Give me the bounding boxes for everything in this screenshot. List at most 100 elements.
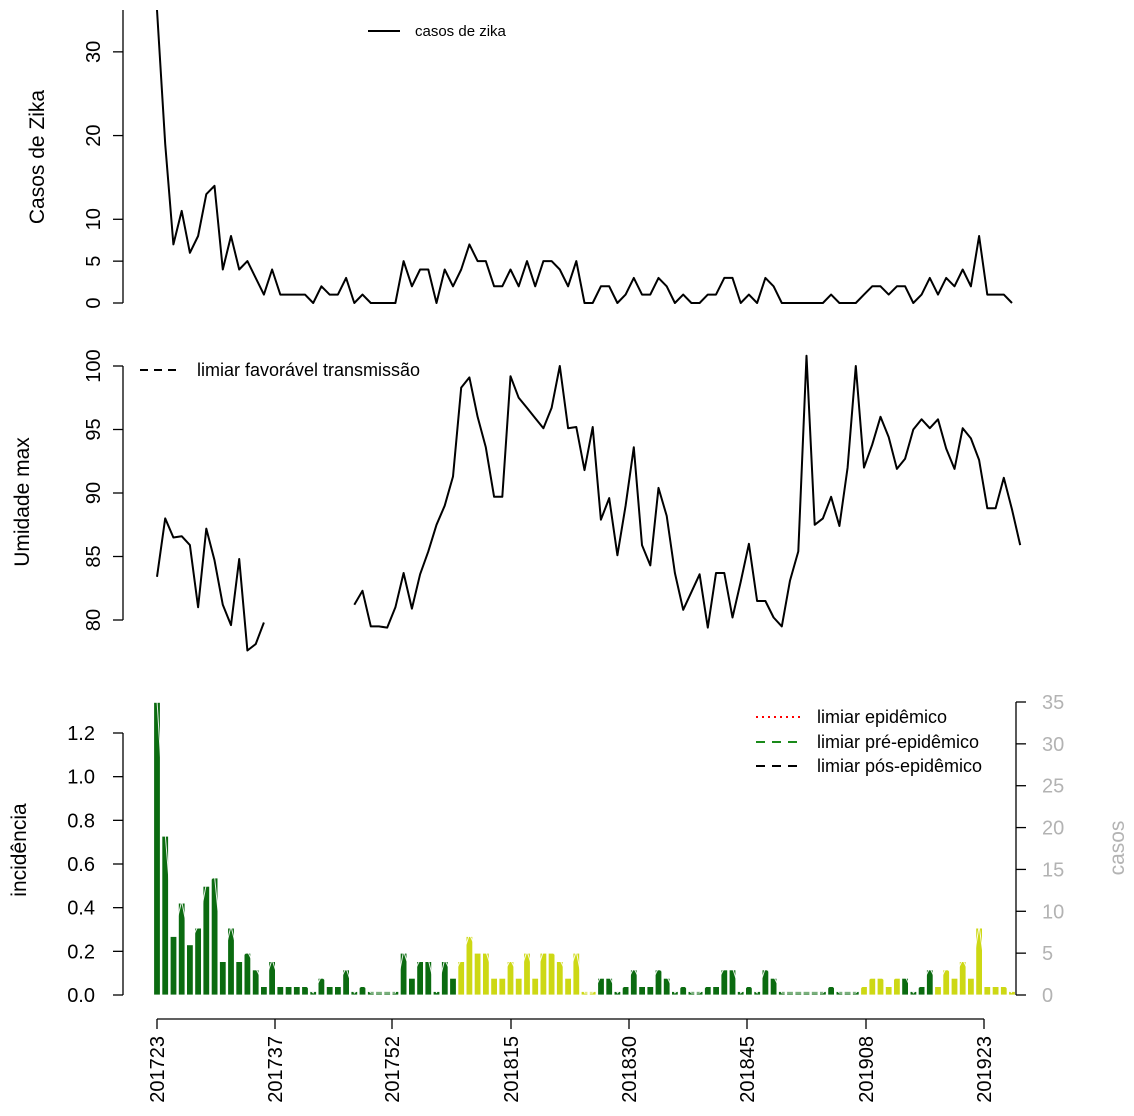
humidity-ylabel: Umidade max [11,437,34,567]
humidity-y-tick-label: 85 [83,545,105,567]
threshold-legend-pre: limiar pré-epidêmico [817,732,979,752]
incidence-bar [917,986,926,996]
week-x-tick-label: 201908 [856,1036,878,1103]
humidity-y-tick-label: 90 [83,482,105,504]
casos-y-tick-label: 30 [1042,734,1064,756]
zika-cases-ylabel: Casos de Zika [26,90,49,225]
humidity-plot [156,354,1022,652]
incidence-bar [169,936,178,996]
incidence-bar [597,977,605,996]
incidence-y-tick-label: 0.6 [67,854,95,876]
incidence-bar [950,977,959,996]
incidence-bar [177,902,186,996]
week-x-tick-label: 201830 [619,1036,641,1103]
incidence-y-tick-label: 0.2 [67,941,95,963]
incidence-bar [515,977,523,996]
incidence-bar [630,969,638,996]
humidity-y-tick-label: 95 [83,418,105,440]
week-x-tick-label: 201752 [382,1036,404,1103]
zika-cases-legend-label: casos de zika [415,23,507,40]
week-x-tick-label: 201815 [501,1036,523,1103]
incidence-bar [506,961,515,996]
incidence-bar [482,952,490,996]
zika-cases-y-tick-label: 30 [83,41,105,63]
incidence-bar [769,977,778,996]
incidence-bar [284,986,293,996]
incidence-y-tick-label: 0.0 [67,985,95,1007]
incidence-bar [268,961,276,996]
incidence-bar [301,986,309,996]
incidence-bar [728,969,737,996]
incidence-bar [991,986,1000,996]
humidity-line [353,354,1022,629]
incidence-bar [893,977,901,996]
incidence-bar [605,977,613,996]
incidence-bar [408,977,416,996]
humidity-y-tick-label: 80 [83,609,105,631]
incidence-y-tick-label: 1.2 [67,723,95,745]
incidence-bar [761,969,770,996]
incidence-bar [547,952,556,996]
incidence-bar [473,952,482,996]
incidence-bar [424,961,432,996]
incidence-bar [934,986,942,996]
incidence-y-tick-label: 1.0 [67,767,95,789]
humidity-panel: Umidade max 80 85 90 95 100 limiar favorável… [11,349,1022,652]
casos-right-ylabel: casos [1106,821,1129,876]
incidence-y-axis: 0.0 0.2 0.4 0.6 0.8 1.0 1.2 [67,723,124,1007]
zika-cases-y-tick-label: 20 [83,124,105,146]
zika-cases-y-tick-label: 10 [83,208,105,230]
incidence-bar [704,986,712,996]
incidence-bar [1000,986,1008,996]
zika-cases-panel: Casos de Zika 0 5 10 20 30 casos de zika [26,9,1013,309]
incidence-bar [556,961,564,996]
zika-cases-y-tick-label: 0 [83,297,105,308]
incidence-bar [679,986,687,996]
incidence-bar [638,986,646,996]
zika-cases-y-tick-label: 5 [83,256,105,267]
threshold-legend-post: limiar pós-epidêmico [817,756,982,776]
casos-y-tick-label: 0 [1042,985,1053,1007]
incidence-bars [153,700,1016,996]
incidence-bar [539,952,548,996]
incidence-bar [441,961,449,996]
incidence-bar [827,986,835,996]
incidence-bar [967,977,975,996]
incidence-bar [498,977,506,996]
incidence-bar [490,977,498,996]
week-x-axis: 201723 201737 201752 201815 201830 201845 2019… [147,1018,996,1103]
incidence-bar [416,961,424,996]
incidence-bar [959,961,967,996]
casos-y-axis: 0 5 10 15 20 25 30 35 [1015,692,1064,1007]
incidence-bar [358,986,367,996]
incidence-bar [449,977,457,996]
incidence-bar [465,936,474,996]
incidence-y-tick-label: 0.4 [67,898,95,920]
incidence-bar [342,969,350,996]
incidence-bar [901,977,909,996]
incidence-y-tick-label: 0.8 [67,810,95,832]
incidence-bar [325,986,334,996]
incidence-bar [202,885,210,996]
incidence-bar [243,952,252,996]
incidence-bar [885,986,893,996]
zika-cases-line [156,9,1013,304]
incidence-bar [942,969,950,996]
incidence-bar [334,986,342,996]
incidence-bar [194,927,202,996]
threshold-legend-epidemic: limiar epidêmico [817,707,947,727]
incidence-bar [276,986,284,996]
incidence-bar [293,986,301,996]
incidence-bar [926,969,934,996]
zika-cases-legend: casos de zika [368,23,507,40]
incidence-bar [868,977,876,996]
incidence-bar [1008,991,1016,996]
incidence-bar [876,977,885,996]
incidence-bar [153,702,161,996]
zika-cases-y-axis: 0 5 10 20 30 [83,10,124,309]
week-x-tick-label: 201923 [974,1036,996,1103]
incidence-bar [654,969,663,996]
incidence-bar [646,986,654,996]
incidence-bar [317,977,326,996]
